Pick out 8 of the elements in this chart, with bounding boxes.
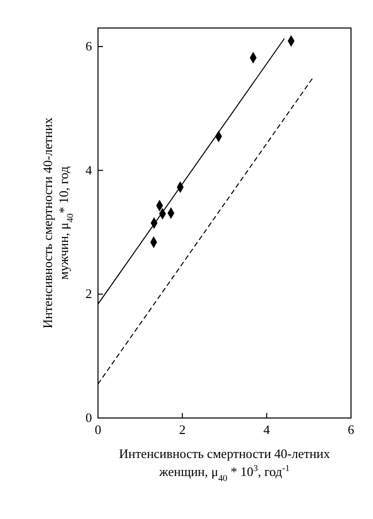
y-tick-label: 6 (86, 38, 92, 54)
y-tick-label: 0 (86, 410, 92, 425)
x-tick-label: 2 (179, 422, 186, 437)
x-tick-label: 4 (263, 422, 270, 437)
x-axis-title: Интенсивность смертности 40-летних женщин, μ$_{40}$ * 10$^{3}$, год$^{-1}$ (119, 446, 330, 483)
y-tick-label: 4 (86, 162, 92, 178)
x-tick-label: 6 (348, 422, 355, 437)
y-tick-label: 2 (86, 286, 92, 302)
